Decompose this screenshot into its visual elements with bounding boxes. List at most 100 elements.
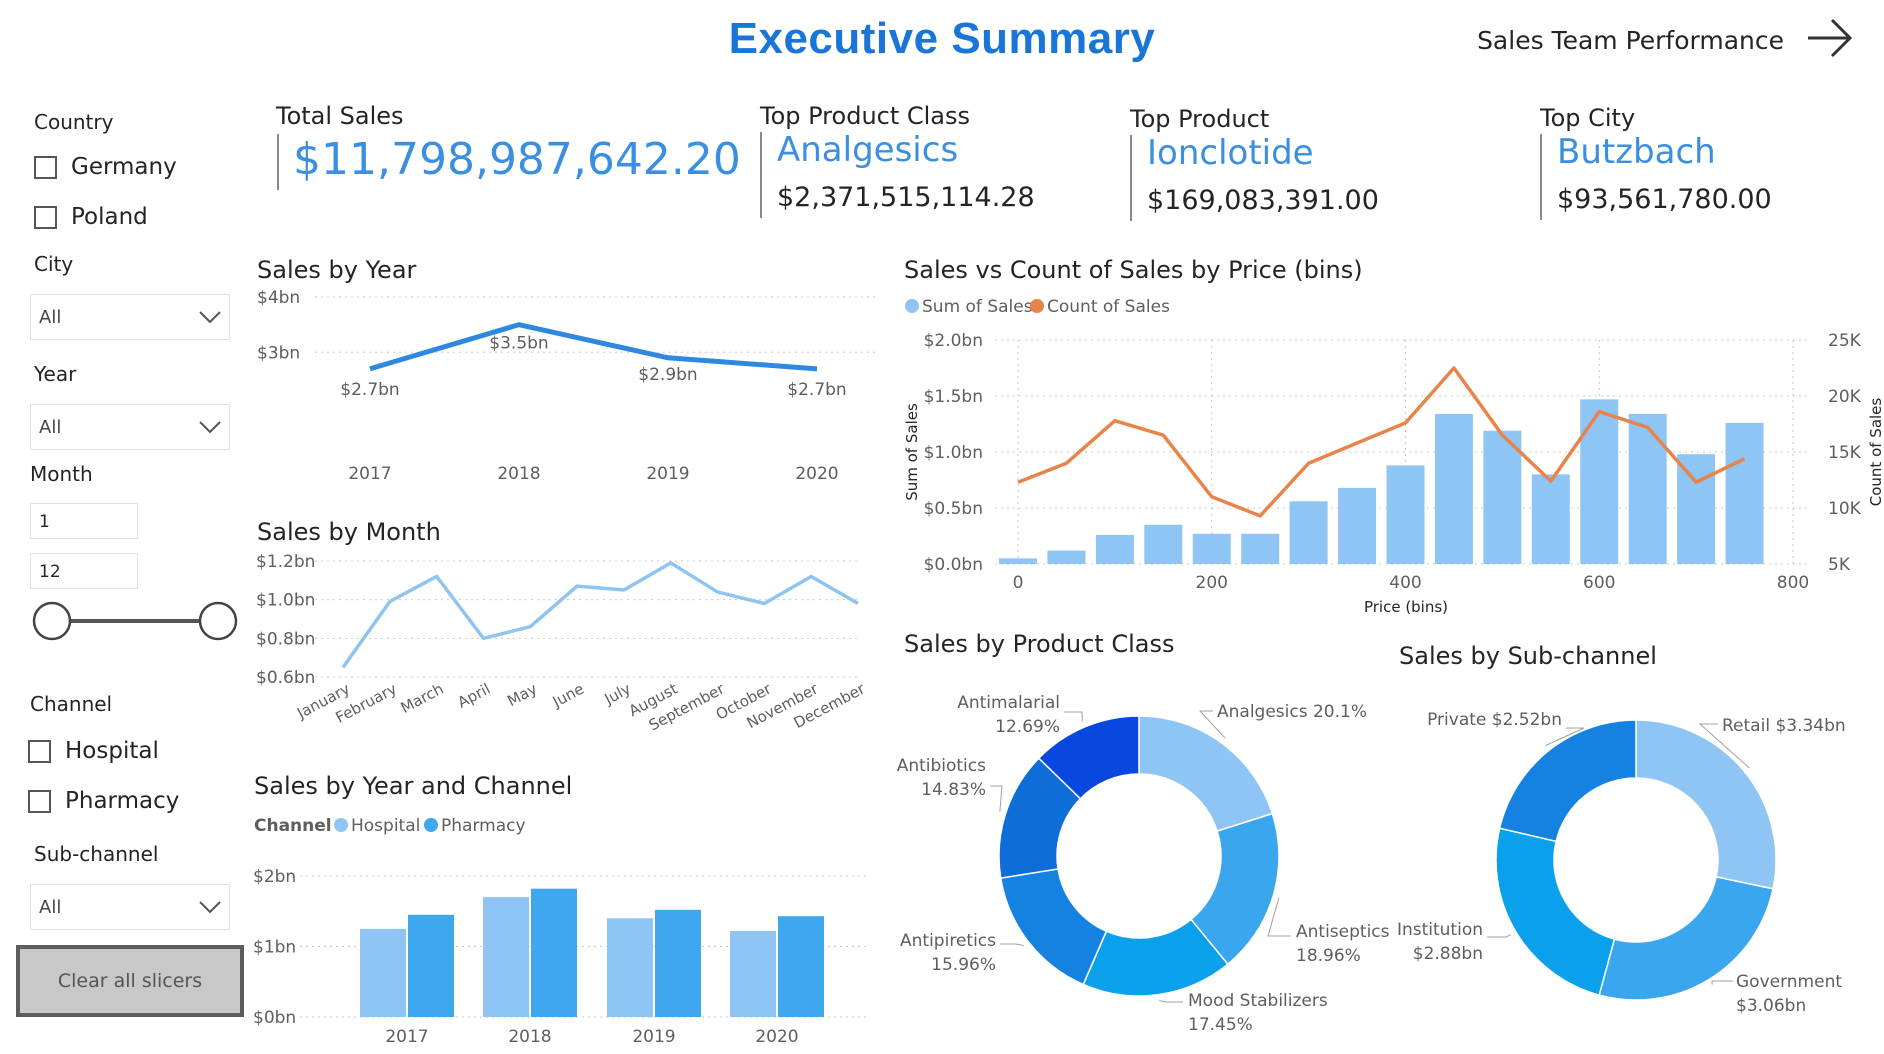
kpi-top-product-label: Top Product bbox=[1130, 105, 1270, 133]
series-line-sales-by-month bbox=[341, 561, 859, 669]
clear-all-slicers-button[interactable]: Clear all slicers bbox=[16, 945, 244, 1017]
bar-pharmacy-2017 bbox=[408, 914, 454, 1017]
leader-line bbox=[1198, 710, 1226, 739]
kpi-top-product-class-label: Top Product Class bbox=[760, 102, 971, 130]
leader-line bbox=[1698, 723, 1750, 769]
chevron-down-icon bbox=[199, 421, 221, 434]
channel-pharmacy-checkbox[interactable]: Pharmacy bbox=[28, 788, 179, 814]
kpi-divider bbox=[1130, 135, 1132, 221]
bar-sum-of-sales bbox=[999, 558, 1037, 564]
x-tick-label: 2018 bbox=[497, 464, 540, 484]
chart-title-sales-by-year: Sales by Year bbox=[257, 256, 417, 284]
slice-label: 15.96% bbox=[931, 955, 996, 975]
kpi-top-city-label: Top City bbox=[1540, 104, 1636, 132]
kpi-top-product-class-value: Analgesics bbox=[777, 130, 959, 170]
data-label: $3.5bn bbox=[489, 334, 548, 354]
subchannel-dropdown[interactable]: All bbox=[30, 884, 230, 930]
chart-title-sales-by-subchannel: Sales by Sub-channel bbox=[1399, 642, 1657, 670]
y-tick-label: $1bn bbox=[253, 938, 296, 958]
slice-label: Antipiretics bbox=[900, 931, 996, 951]
slider-handle-min[interactable] bbox=[32, 601, 72, 641]
y2-axis-label: Count of Sales bbox=[1867, 398, 1884, 507]
x-tick-label: 2017 bbox=[385, 1027, 428, 1047]
chart-title-sales-by-year-channel: Sales by Year and Channel bbox=[254, 772, 573, 800]
y-tick-label: $3bn bbox=[257, 343, 300, 363]
y-tick-label: $0.6bn bbox=[256, 668, 315, 688]
x-tick-label: 600 bbox=[1583, 573, 1615, 593]
y-tick-label: $2.0bn bbox=[924, 331, 983, 351]
bar-sum-of-sales bbox=[1725, 422, 1764, 564]
checkbox-icon bbox=[34, 205, 57, 229]
slice-label: Institution bbox=[1397, 920, 1483, 940]
x-tick-label: 2019 bbox=[646, 464, 689, 484]
y-tick-label: $1.2bn bbox=[256, 552, 315, 572]
y-tick-label: $0.5bn bbox=[924, 499, 983, 519]
month-min-input[interactable]: 1 bbox=[30, 503, 138, 539]
y-tick-label: $1.0bn bbox=[256, 591, 315, 611]
city-dropdown[interactable]: All bbox=[30, 294, 230, 340]
legend-marker-count-of-sales bbox=[1030, 299, 1044, 313]
legend-label-count-of-sales: Count of Sales bbox=[1047, 297, 1170, 317]
subchannel-slice-government bbox=[1598, 876, 1774, 1001]
year-dropdown[interactable]: All bbox=[30, 404, 230, 450]
bar-sum-of-sales bbox=[1386, 465, 1425, 564]
leader-line bbox=[1267, 897, 1291, 937]
product-class-slice-antipiretics bbox=[999, 868, 1108, 986]
subchannel-slice-private bbox=[1498, 719, 1637, 843]
bar-sum-of-sales bbox=[1580, 399, 1619, 564]
x-tick-label: 2018 bbox=[508, 1027, 551, 1047]
data-label: $2.9bn bbox=[638, 365, 697, 385]
x-tick-label: 800 bbox=[1777, 573, 1809, 593]
data-label: $2.7bn bbox=[787, 380, 846, 400]
slice-label: 12.69% bbox=[995, 717, 1060, 737]
kpi-total-sales-value: $11,798,987,642.20 bbox=[293, 134, 741, 185]
x-tick-label: May bbox=[504, 680, 540, 711]
y2-tick-label: 25K bbox=[1828, 331, 1862, 351]
bar-sum-of-sales bbox=[1241, 533, 1280, 564]
nav-sales-team-performance[interactable]: Sales Team Performance bbox=[1477, 26, 1784, 55]
bar-pharmacy-2020 bbox=[778, 916, 824, 1017]
legend-label-sum-of-sales: Sum of Sales bbox=[922, 297, 1033, 317]
x-tick-label: 2017 bbox=[348, 464, 391, 484]
country-germany-checkbox[interactable]: Germany bbox=[34, 154, 177, 180]
month-max-input[interactable]: 12 bbox=[30, 553, 138, 589]
series-line-count-of-sales bbox=[1017, 366, 1746, 518]
slice-label: $3.06bn bbox=[1736, 996, 1806, 1016]
year-slicer-label: Year bbox=[34, 362, 77, 386]
y2-tick-label: 15K bbox=[1828, 443, 1862, 463]
bar-sum-of-sales bbox=[1144, 524, 1183, 564]
subchannel-slicer-label: Sub-channel bbox=[34, 842, 159, 866]
arrow-right-icon[interactable] bbox=[1804, 12, 1856, 64]
kpi-divider bbox=[760, 132, 762, 218]
bar-hospital-2020 bbox=[730, 930, 776, 1017]
slice-label: Private $2.52bn bbox=[1427, 710, 1562, 730]
chevron-down-icon bbox=[199, 311, 221, 324]
slice-label: Antiseptics bbox=[1296, 922, 1390, 942]
x-tick-label: March bbox=[398, 680, 447, 717]
slice-label: $2.88bn bbox=[1413, 944, 1483, 964]
data-label: $2.7bn bbox=[340, 380, 399, 400]
slice-label: Antibiotics bbox=[897, 756, 986, 776]
slice-label: Antimalarial bbox=[957, 693, 1060, 713]
channel-hospital-checkbox[interactable]: Hospital bbox=[28, 738, 159, 764]
y2-tick-label: 20K bbox=[1828, 387, 1862, 407]
y2-tick-label: 5K bbox=[1828, 555, 1851, 575]
kpi-top-product-sales: $169,083,391.00 bbox=[1147, 185, 1379, 216]
leader-line bbox=[1545, 727, 1585, 747]
bar-sum-of-sales bbox=[1192, 533, 1231, 564]
country-poland-checkbox[interactable]: Poland bbox=[34, 204, 148, 230]
chevron-down-icon bbox=[199, 901, 221, 914]
slider-handle-max[interactable] bbox=[198, 601, 238, 641]
bar-sum-of-sales bbox=[1338, 487, 1377, 564]
kpi-top-product-value: Ionclotide bbox=[1147, 133, 1314, 173]
month-range-slider[interactable] bbox=[30, 596, 240, 646]
x-tick-label: 200 bbox=[1196, 573, 1228, 593]
bar-sum-of-sales bbox=[1677, 454, 1716, 564]
bar-sum-of-sales bbox=[1047, 550, 1086, 564]
y-tick-label: $0bn bbox=[253, 1008, 296, 1028]
x-tick-label: 2020 bbox=[795, 464, 838, 484]
kpi-top-city-value: Butzbach bbox=[1557, 132, 1716, 172]
leader-line bbox=[1487, 934, 1511, 938]
y2-tick-label: 10K bbox=[1828, 499, 1862, 519]
